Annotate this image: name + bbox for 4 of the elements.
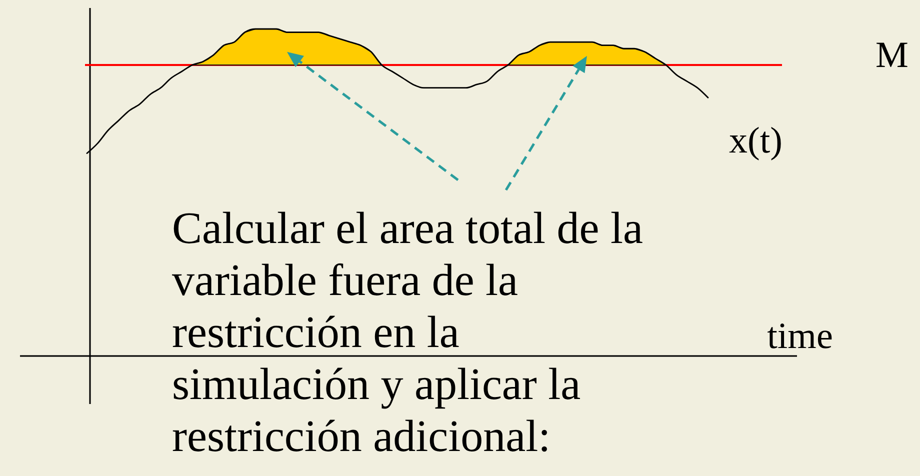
x-axis-title: time: [767, 316, 833, 357]
series-label: x(t): [729, 120, 782, 162]
annotation: Calcular el area total de la variable fuera de la restricción en la simulación y aplicar la restricción adicional:: [172, 202, 644, 462]
ref-line-label: M: [876, 34, 908, 76]
